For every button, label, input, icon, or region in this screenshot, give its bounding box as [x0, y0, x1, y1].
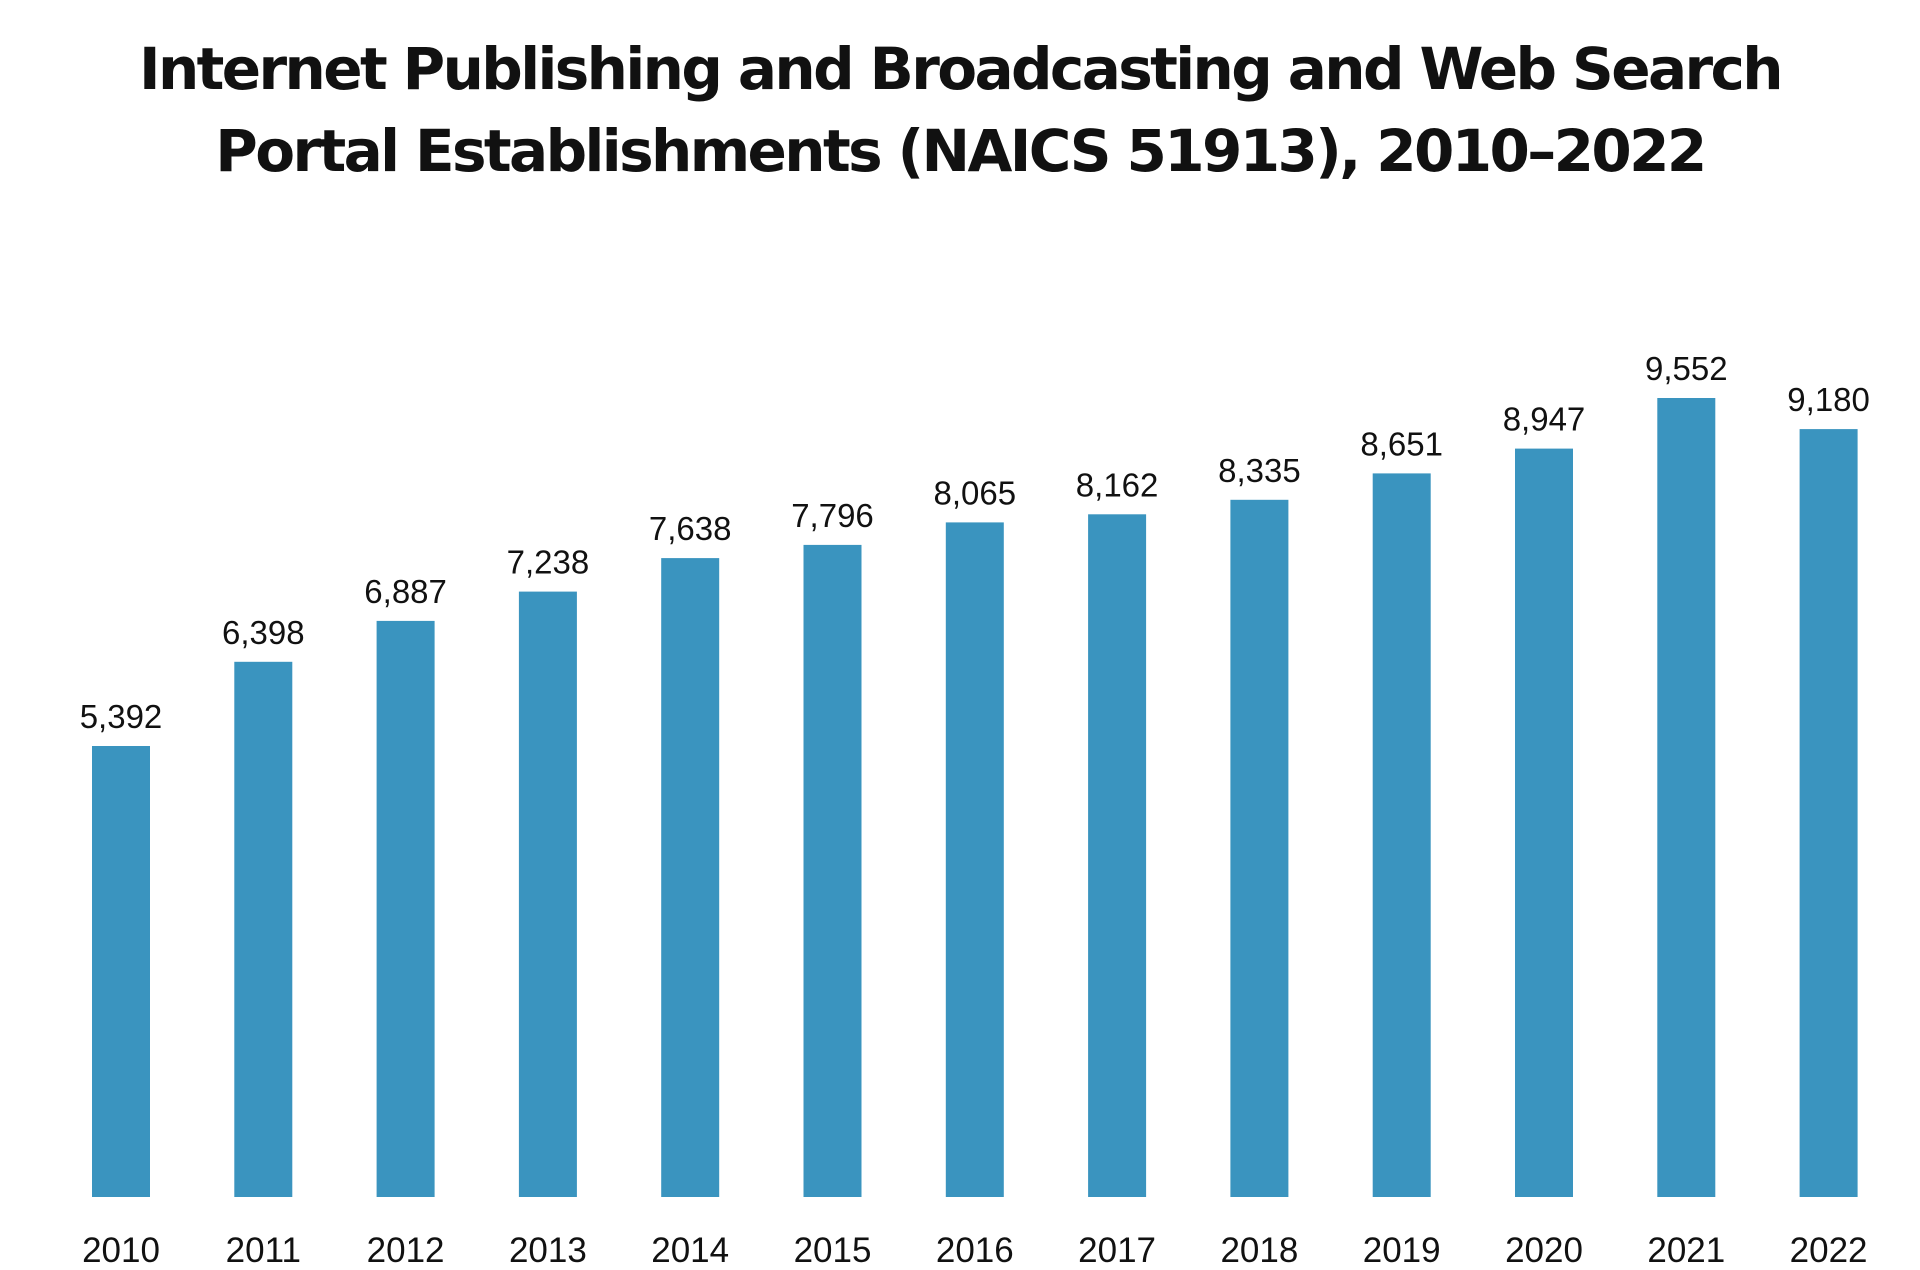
data-label-2018: 8,335	[1218, 452, 1301, 489]
chart-title-line-2: Portal Establishments (NAICS 51913), 201…	[215, 117, 1707, 185]
bar-2014	[661, 558, 720, 1197]
bar-2013	[518, 591, 577, 1197]
x-tick-label-2011: 2011	[226, 1231, 301, 1270]
x-tick-label-2017: 2017	[1078, 1231, 1156, 1270]
bar-2022	[1799, 429, 1858, 1198]
x-tick-label-2016: 2016	[936, 1231, 1014, 1270]
x-tick-label-2022: 2022	[1790, 1231, 1868, 1270]
data-label-2016: 8,065	[934, 474, 1017, 511]
data-label-2017: 8,162	[1076, 466, 1159, 503]
bar-2016	[945, 522, 1004, 1197]
data-label-2011: 6,398	[222, 614, 305, 651]
data-label-2022: 9,180	[1787, 381, 1870, 418]
data-label-2020: 8,947	[1503, 401, 1586, 438]
x-tick-label-2020: 2020	[1505, 1231, 1583, 1270]
data-label-2010: 5,392	[80, 698, 163, 735]
data-label-2013: 7,238	[507, 544, 590, 581]
data-label-2021: 9,552	[1645, 350, 1728, 387]
bar-2010	[92, 746, 150, 1197]
x-tick-label-2012: 2012	[367, 1231, 445, 1270]
x-tick-label-2021: 2021	[1647, 1231, 1725, 1270]
bar-2021	[1657, 398, 1716, 1197]
chart-title-line-1: Internet Publishing and Broadcasting and…	[139, 35, 1784, 103]
bar-2015	[803, 544, 862, 1197]
x-tick-label-2018: 2018	[1220, 1231, 1298, 1270]
bar-2020	[1515, 448, 1573, 1198]
x-tick-label-2010: 2010	[82, 1231, 160, 1270]
data-label-2019: 8,651	[1360, 425, 1443, 462]
x-tick-label-2014: 2014	[651, 1231, 729, 1270]
x-tick-label-2015: 2015	[794, 1231, 872, 1270]
bar-2011	[234, 661, 293, 1197]
bar-2017	[1088, 514, 1147, 1197]
chart-title: Internet Publishing and Broadcasting and…	[0, 28, 1920, 192]
data-label-2012: 6,887	[364, 573, 447, 610]
data-label-2014: 7,638	[649, 510, 732, 547]
x-tick-label-2019: 2019	[1363, 1231, 1441, 1270]
data-label-2015: 7,796	[791, 497, 874, 534]
bar-2019	[1372, 473, 1431, 1197]
bar-2018	[1230, 499, 1289, 1197]
x-tick-label-2013: 2013	[509, 1231, 587, 1270]
bar-2012	[376, 620, 435, 1197]
